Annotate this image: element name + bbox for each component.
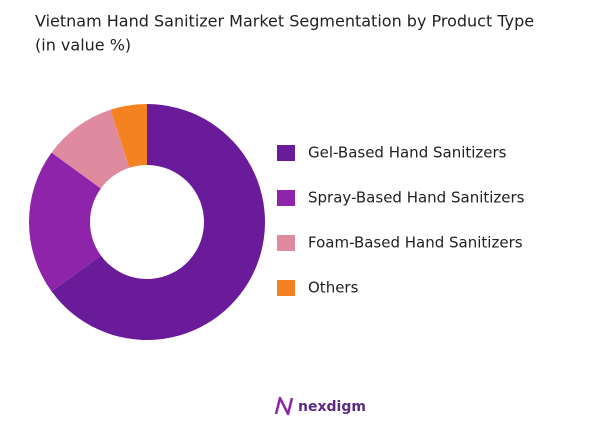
legend-swatch	[277, 280, 295, 296]
chart-title: Vietnam Hand Sanitizer Market Segmentati…	[35, 12, 534, 31]
brand-name: nexdigm	[298, 399, 366, 415]
legend-swatch	[277, 145, 295, 161]
brand-logo: nexdigm	[274, 396, 366, 416]
legend-swatch	[277, 190, 295, 206]
donut-slice	[28, 152, 101, 292]
legend-label: Gel-Based Hand Sanitizers	[308, 144, 507, 162]
legend-label: Others	[308, 279, 359, 297]
legend-swatch	[277, 235, 295, 251]
donut-slice	[51, 104, 266, 340]
legend-label: Foam-Based Hand Sanitizers	[308, 234, 523, 252]
donut-slice	[51, 109, 130, 189]
chart-subtitle: (in value %)	[35, 36, 131, 55]
legend-label: Spray-Based Hand Sanitizers	[308, 189, 525, 207]
donut-slice	[110, 104, 147, 168]
